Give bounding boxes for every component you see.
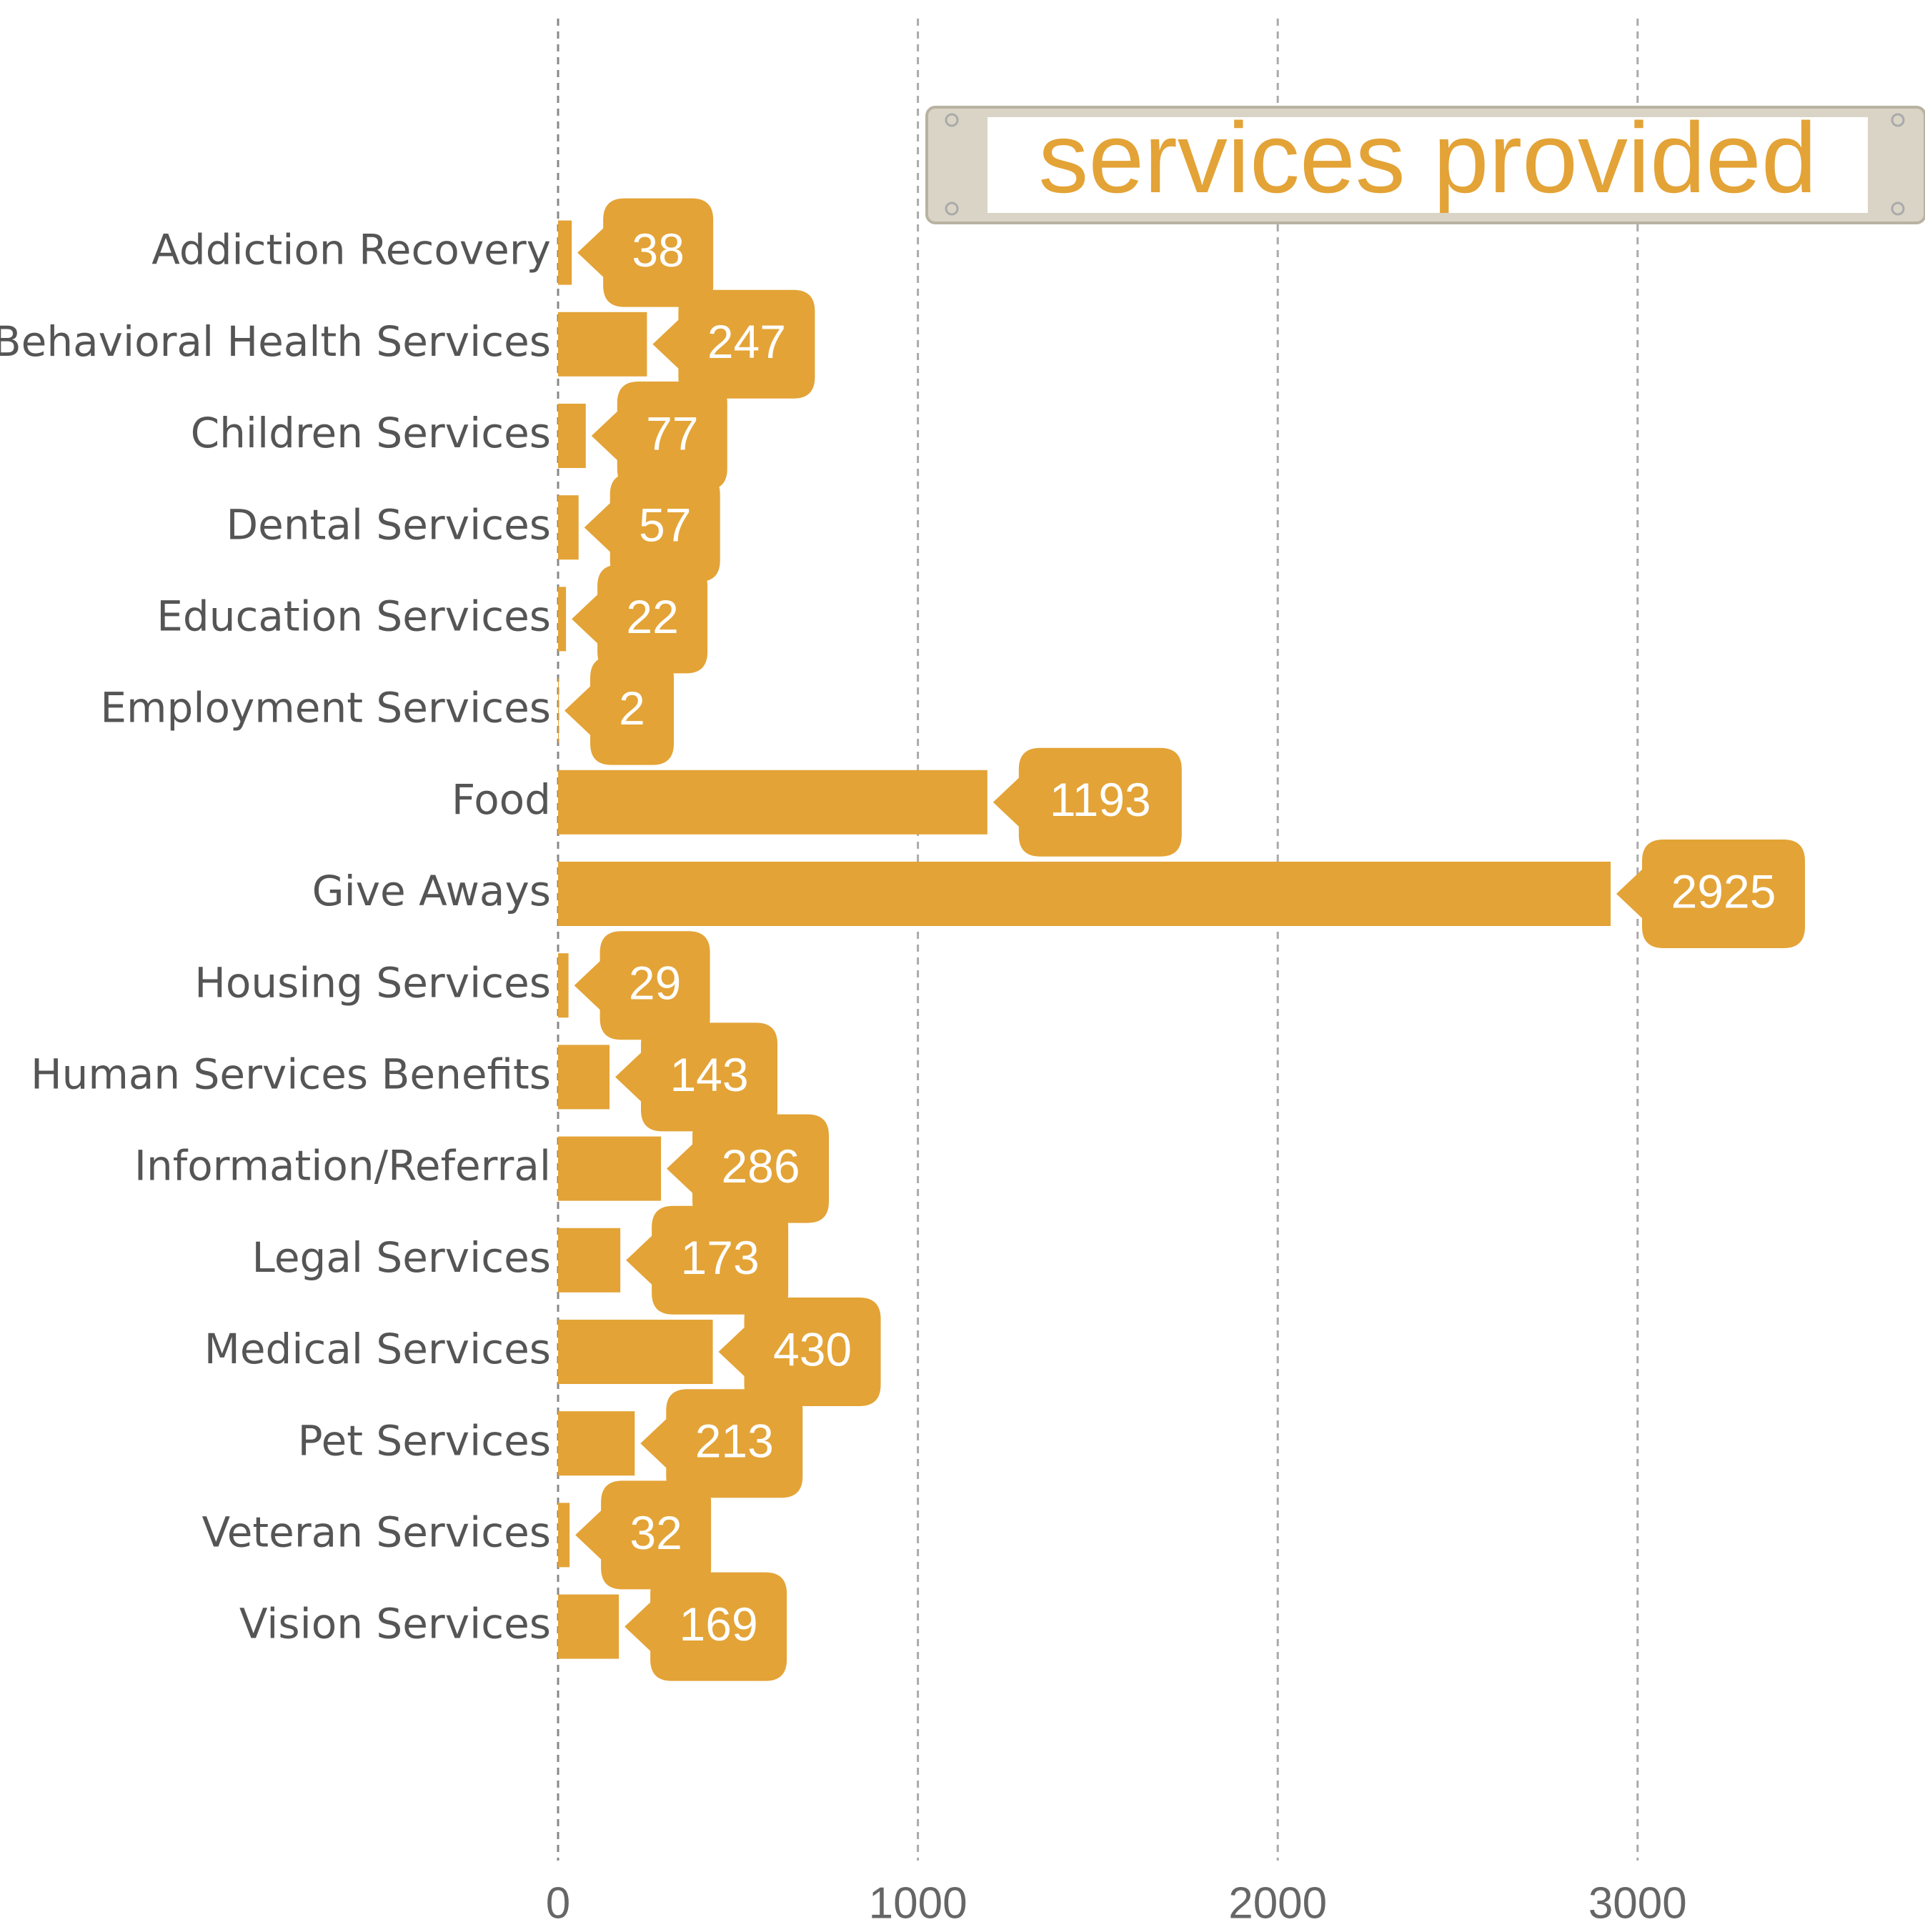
y-tick-label: Medical Services: [204, 1325, 551, 1373]
value-label: 213: [695, 1415, 774, 1468]
y-tick-label: Vision Services: [239, 1600, 551, 1648]
screw: [945, 113, 959, 127]
value-bubble: [591, 382, 727, 490]
bar: [558, 1320, 713, 1384]
y-tick-label: Dental Services: [226, 500, 551, 549]
value-label: 169: [680, 1598, 758, 1650]
value-label: 2925: [1671, 865, 1776, 917]
value-bubble: [584, 473, 720, 582]
value-bubble: [626, 1205, 789, 1315]
bar: [558, 1136, 662, 1201]
y-tick-label: Information/Referral: [134, 1142, 551, 1190]
bar: [558, 953, 569, 1018]
screw: [1891, 113, 1905, 127]
value-bubble: [574, 931, 710, 1040]
x-tick-label: 2000: [1228, 1878, 1327, 1928]
bar: [558, 404, 586, 468]
y-tick-label: Human Services Benefits: [31, 1050, 551, 1099]
y-tick-label: Behavioral Health Services: [0, 317, 551, 366]
screw: [1891, 201, 1905, 216]
value-label: 286: [721, 1140, 800, 1192]
value-label: 247: [707, 315, 786, 368]
value-label: 57: [639, 499, 691, 552]
value-label: 32: [630, 1506, 682, 1559]
value-label: 1193: [1050, 773, 1151, 826]
bar: [558, 495, 579, 560]
x-tick-label: 0: [546, 1878, 570, 1928]
y-tick-label: Children Services: [191, 409, 551, 457]
bar: [558, 1411, 635, 1476]
value-bubble: [564, 656, 675, 765]
value-bubble: [640, 1389, 803, 1498]
value-bubble: [577, 198, 714, 307]
bar: [558, 1503, 570, 1568]
bar: [558, 1228, 621, 1293]
bar: [558, 678, 559, 743]
value-bubble: [625, 1572, 787, 1681]
y-tick-label: Employment Services: [100, 684, 551, 732]
y-tick-label: Veteran Services: [202, 1508, 551, 1557]
value-bubble: [652, 289, 815, 399]
x-tick-label: 1000: [869, 1878, 968, 1928]
bar: [558, 587, 567, 652]
value-label: 430: [773, 1323, 852, 1375]
y-tick-label: Housing Services: [194, 958, 551, 1007]
bar: [558, 220, 572, 285]
bar: [558, 1045, 610, 1110]
bar: [558, 312, 647, 377]
value-bubble: [575, 1480, 712, 1590]
value-label: 173: [681, 1231, 760, 1284]
y-tick-label: Education Services: [156, 592, 551, 641]
value-label: 29: [629, 957, 681, 1010]
value-bubble: [993, 747, 1182, 857]
y-tick-label: Legal Services: [252, 1233, 551, 1282]
chart-title: services provided: [1038, 101, 1816, 214]
value-bubble: [572, 564, 708, 674]
bar: [558, 1594, 620, 1659]
bar: [558, 770, 988, 835]
screw: [945, 201, 959, 216]
value-label: 38: [632, 224, 684, 277]
value-bubble: [615, 1022, 778, 1132]
y-tick-label: Food: [452, 775, 551, 824]
value-label: 143: [670, 1048, 748, 1101]
value-label: 77: [646, 407, 698, 459]
value-label: 22: [626, 590, 678, 643]
value-bubble: [1616, 840, 1806, 948]
x-tick-label: 3000: [1588, 1878, 1687, 1928]
value-bubble: [718, 1298, 881, 1406]
y-tick-label: Pet Services: [298, 1416, 551, 1465]
value-bubble: [667, 1114, 830, 1223]
y-tick-label: Give Aways: [312, 867, 551, 915]
title-panel: [988, 117, 1868, 213]
bar: [558, 862, 1611, 926]
y-tick-label: Addiction Recovery: [151, 226, 551, 274]
value-label: 2: [619, 682, 645, 735]
